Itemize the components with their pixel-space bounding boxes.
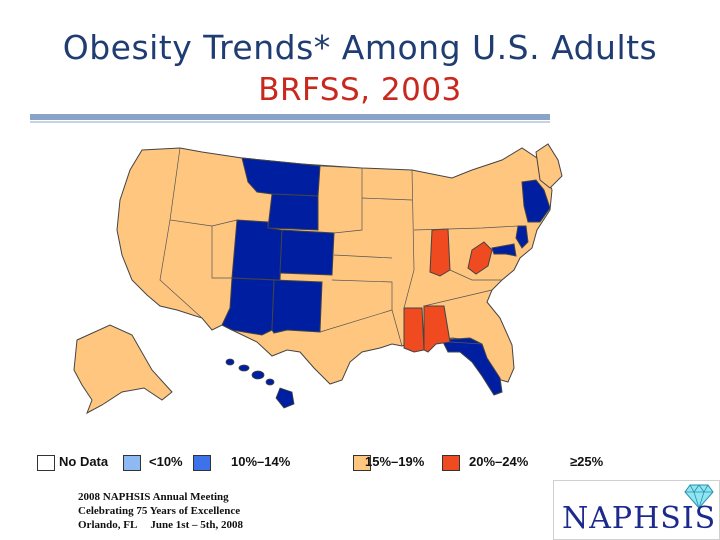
legend-swatch-no-data (37, 455, 55, 471)
state-colorado (279, 229, 335, 276)
legend: No Data <10% 10%–14% 15%–19% 20%–24% ≥25… (37, 450, 677, 476)
legend-swatch-10-14 (193, 455, 211, 471)
state-maryland-delaware (491, 243, 517, 257)
state-utah (231, 219, 283, 281)
conference-info: 2008 NAPHSIS Annual Meeting Celebrating … (78, 490, 243, 532)
legend-label-15-19: 15%–19% (365, 454, 425, 469)
legend-swatch-20-24 (442, 455, 460, 471)
legend-swatch-15-19 (353, 455, 371, 471)
state-alaska (73, 324, 173, 415)
conference-line-3: Orlando, FL June 1st – 5th, 2008 (78, 519, 244, 531)
state-wyoming (267, 193, 319, 231)
title-rule-light (30, 121, 550, 123)
state-indiana (429, 228, 451, 277)
state-new-jersey (515, 225, 529, 249)
legend-label-no-data: No Data (59, 454, 109, 469)
logo-text: NAPHSIS (562, 501, 717, 536)
conference-line-1: 2008 NAPHSIS Annual Meeting (78, 491, 229, 503)
legend-swatch-lt10 (123, 455, 141, 471)
slide-title: Obesity Trends* Among U.S. Adults (62, 28, 658, 67)
slide-subtitle: BRFSS, 2003 (258, 72, 462, 108)
state-mississippi (403, 307, 425, 353)
legend-label-10-14: 10%–14% (231, 454, 291, 469)
state-new-england (521, 179, 551, 223)
conference-line-2: Celebrating 75 Years of Excellence (78, 505, 241, 517)
state-new-mexico (271, 279, 323, 334)
legend-label-lt10: <10% (149, 454, 183, 469)
naphsis-logo: NAPHSIS (553, 480, 720, 540)
state-maine (535, 143, 563, 189)
state-hawaii (225, 358, 295, 409)
title-rule (30, 114, 550, 120)
state-florida (441, 337, 503, 396)
diamond-icon (684, 484, 714, 509)
legend-label-20-24: 20%–24% (469, 454, 529, 469)
state-borders (159, 147, 519, 347)
us-obesity-map (73, 143, 563, 415)
state-alabama (423, 305, 451, 353)
state-west-virginia (467, 241, 493, 275)
legend-label-25plus: ≥25% (570, 454, 604, 469)
